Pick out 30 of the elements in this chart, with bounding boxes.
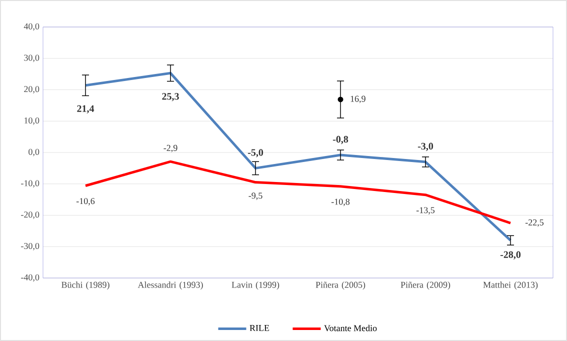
legend-label: Votante Medio [324, 324, 377, 332]
data-label: -22,5 [525, 219, 544, 227]
data-label: -13,5 [416, 207, 435, 215]
x-tick-label: Piñera (2009) [400, 282, 450, 290]
legend-label: RILE [250, 325, 270, 331]
y-tick-label: 20,0 [24, 86, 40, 94]
data-label: -2,9 [164, 144, 178, 152]
data-label: -10,8 [331, 198, 350, 206]
data-label: -3,0 [418, 142, 434, 152]
y-tick-label: -20,0 [21, 212, 40, 219]
y-tick-label: -40,0 [21, 274, 40, 282]
x-tick-label: Lavin (1999) [232, 282, 280, 290]
x-tick-label: Alessandri (1993) [138, 282, 203, 290]
data-label: -0,8 [332, 136, 348, 144]
data-label: -10,6 [76, 198, 95, 206]
x-tick-label: Büchi (1989) [62, 282, 110, 290]
y-tick-label: 40,0 [24, 23, 40, 31]
data-label: -9,5 [248, 192, 262, 200]
data-label: -5,0 [248, 149, 264, 158]
x-tick-label: Matthei (2013) [483, 282, 538, 290]
y-tick-label: -10,0 [21, 180, 40, 188]
y-tick-label: 0,0 [28, 148, 40, 156]
y-tick-label: 10,0 [24, 117, 40, 125]
x-tick-label: Piñera (2005) [316, 282, 366, 290]
data-label: 16,9 [350, 96, 366, 104]
data-label: -28,0 [500, 251, 521, 260]
y-tick-label: -30,0 [21, 242, 40, 250]
y-tick-label: 30,0 [24, 54, 40, 62]
data-label: 25,3 [162, 93, 179, 102]
data-label: 21,4 [77, 105, 94, 114]
